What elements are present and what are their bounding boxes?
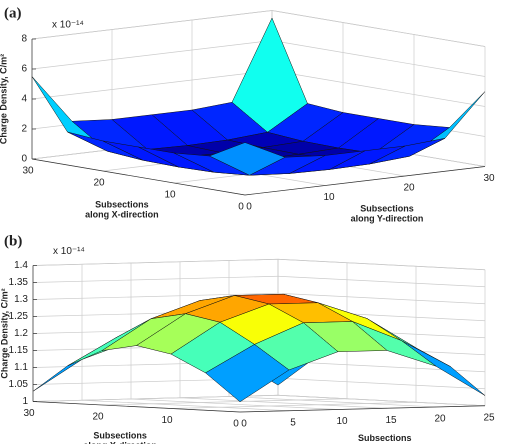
grid-line xyxy=(31,70,273,100)
exponent-label: x 10⁻¹⁴ xyxy=(53,246,85,257)
y-tick-label: 0 xyxy=(241,419,247,430)
y-tick-label: 20 xyxy=(434,414,446,425)
y-tick-label: 10 xyxy=(323,192,335,203)
x-tick-label: 30 xyxy=(22,166,34,177)
x-axis xyxy=(32,401,241,413)
y-tick-label: 30 xyxy=(483,173,495,184)
grid-line xyxy=(277,394,486,407)
z-tick-label: 1 xyxy=(22,396,28,407)
x-axis-label: along X-direction xyxy=(85,210,159,220)
x-axis-label: along X-direction xyxy=(83,441,157,444)
panel-label: (b) xyxy=(4,233,22,249)
z-tick-label: 1.3 xyxy=(14,294,28,305)
y-tick-label: 20 xyxy=(403,183,415,194)
exponent-label: x 10⁻¹⁴ xyxy=(52,20,84,31)
x-tick-label: 0 xyxy=(233,419,239,430)
grid-line xyxy=(271,10,486,47)
grid-line xyxy=(179,397,388,409)
y-tick-label: 5 xyxy=(290,417,296,428)
y-axis-label: Subsections xyxy=(358,433,412,443)
grid-line xyxy=(277,275,486,288)
grid-line xyxy=(277,377,486,390)
axis-box xyxy=(32,394,486,407)
surface-cell xyxy=(208,142,286,176)
z-tick-label: 1.1 xyxy=(14,362,28,373)
z-tick-label: 0 xyxy=(21,154,27,165)
grid-line xyxy=(32,258,279,266)
y-axis xyxy=(239,405,486,413)
y-tick-label: 0 xyxy=(246,202,252,213)
y-tick-label: 25 xyxy=(483,412,495,423)
z-tick-label: 1.4 xyxy=(14,260,28,271)
z-tick-label: 1.05 xyxy=(9,379,29,390)
grid-line xyxy=(277,292,486,305)
axis-box xyxy=(31,10,486,47)
z-tick-label: 4 xyxy=(21,94,27,105)
y-tick-label: 10 xyxy=(336,416,348,427)
z-axis-label: Charge Density, C/m² xyxy=(0,54,8,144)
grid-line xyxy=(271,70,486,107)
x-tick-label: 0 xyxy=(238,202,244,213)
y-axis xyxy=(244,166,486,196)
y-axis-label: Subsections xyxy=(360,204,414,214)
z-tick-label: 1.15 xyxy=(9,345,29,356)
axis-box xyxy=(32,258,486,271)
surface xyxy=(32,293,486,403)
grid-line xyxy=(81,399,290,412)
surface xyxy=(31,17,486,176)
x-axis-label: Subsections xyxy=(95,200,149,210)
x-axis xyxy=(31,158,246,196)
y-tick-label: 15 xyxy=(385,415,397,426)
panel-label: (a) xyxy=(4,5,22,21)
grid-line xyxy=(31,40,273,70)
grid-line xyxy=(32,275,279,283)
grid-line xyxy=(32,292,279,300)
z-tick-label: 8 xyxy=(21,34,27,45)
x-tick-label: 30 xyxy=(23,408,35,419)
y-axis-label: along Y-direction xyxy=(348,443,421,444)
z-axis-label: Charge Density, C/m² xyxy=(0,288,9,378)
grid-line xyxy=(130,398,339,410)
grid-line xyxy=(31,10,273,40)
grid-line xyxy=(101,398,348,406)
grid-line xyxy=(170,401,417,409)
surface-cell xyxy=(205,344,290,403)
z-tick-label: 1.25 xyxy=(9,311,29,322)
grid-line xyxy=(277,258,486,271)
x-tick-label: 10 xyxy=(164,190,176,201)
grid-line xyxy=(228,396,437,408)
z-tick-label: 1.2 xyxy=(14,328,28,339)
grid-line xyxy=(271,40,486,77)
z-tick-label: 2 xyxy=(21,124,27,135)
x-axis-label: Subsections xyxy=(93,431,147,441)
x-tick-label: 20 xyxy=(93,178,105,189)
y-axis-label: along Y-direction xyxy=(351,214,424,224)
x-tick-label: 20 xyxy=(92,412,104,423)
z-tick-label: 1.35 xyxy=(9,277,29,288)
z-tick-label: 6 xyxy=(21,64,27,75)
x-tick-label: 10 xyxy=(161,415,173,426)
